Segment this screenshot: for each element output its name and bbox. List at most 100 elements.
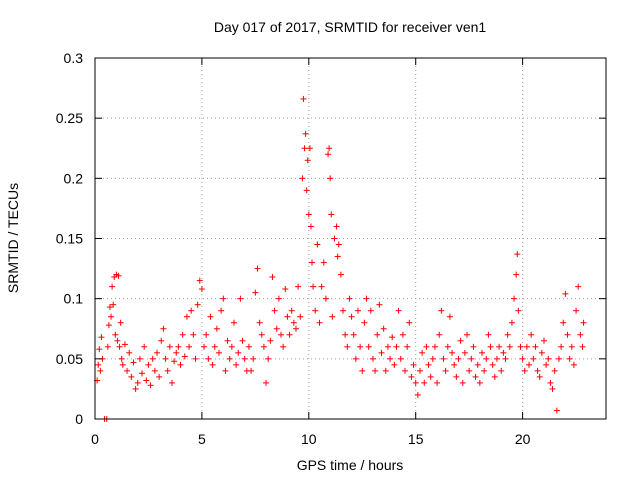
data-point xyxy=(109,283,116,290)
data-points xyxy=(94,95,587,422)
data-point xyxy=(493,355,500,362)
data-point xyxy=(136,355,143,362)
data-point xyxy=(290,319,297,326)
data-point xyxy=(149,355,156,362)
data-point xyxy=(538,349,545,356)
data-point xyxy=(130,359,137,366)
data-point xyxy=(543,361,550,368)
data-point xyxy=(121,341,128,348)
data-point xyxy=(310,283,317,290)
data-point xyxy=(134,379,141,386)
data-point xyxy=(171,358,178,365)
data-point xyxy=(442,367,449,374)
data-point xyxy=(412,379,419,386)
data-point xyxy=(256,319,263,326)
data-point xyxy=(404,343,411,350)
data-point xyxy=(344,343,351,350)
data-point xyxy=(145,361,152,368)
data-point xyxy=(399,331,406,338)
data-point xyxy=(329,313,336,320)
data-point xyxy=(389,334,396,341)
data-point xyxy=(275,295,282,302)
data-point xyxy=(419,349,426,356)
data-point xyxy=(357,343,364,350)
data-point xyxy=(209,361,216,368)
y-tick-labels: 0 0.05 0.1 0.15 0.2 0.25 0.3 xyxy=(56,50,83,427)
y-tick-label: 0.25 xyxy=(56,110,83,126)
data-point xyxy=(515,307,522,314)
data-point xyxy=(186,343,193,350)
data-point xyxy=(104,343,111,350)
data-point xyxy=(489,361,496,368)
data-point xyxy=(451,361,458,368)
data-point xyxy=(309,259,316,266)
data-point xyxy=(459,379,466,386)
data-point xyxy=(478,349,485,356)
data-point xyxy=(483,355,490,362)
data-point xyxy=(352,355,359,362)
data-point xyxy=(312,307,319,314)
data-point xyxy=(421,379,428,386)
data-point xyxy=(496,343,503,350)
data-point xyxy=(402,367,409,374)
data-point xyxy=(280,343,287,350)
data-point xyxy=(252,289,259,296)
data-point xyxy=(573,307,580,314)
data-point xyxy=(265,355,272,362)
data-point xyxy=(175,343,182,350)
data-point xyxy=(306,145,313,152)
data-point xyxy=(250,355,257,362)
data-point xyxy=(446,313,453,320)
data-point xyxy=(380,325,387,332)
data-point xyxy=(316,319,323,326)
data-point xyxy=(393,343,400,350)
data-point xyxy=(196,277,203,284)
data-point xyxy=(408,373,415,380)
data-point xyxy=(361,319,368,326)
data-point xyxy=(466,367,473,374)
data-point xyxy=(431,343,438,350)
data-point xyxy=(429,355,436,362)
data-point xyxy=(278,331,285,338)
x-tick-label: 20 xyxy=(515,431,531,447)
data-point xyxy=(440,355,447,362)
data-point xyxy=(498,367,505,374)
data-point xyxy=(307,223,314,230)
data-point xyxy=(528,331,535,338)
data-point xyxy=(325,151,332,158)
data-point xyxy=(216,349,223,356)
data-point xyxy=(570,361,577,368)
data-point xyxy=(363,295,370,302)
data-point xyxy=(359,367,366,374)
data-point xyxy=(416,367,423,374)
data-point xyxy=(288,307,295,314)
data-point xyxy=(414,391,421,398)
data-point xyxy=(139,370,146,377)
data-point xyxy=(254,265,261,272)
x-tick-labels: 0 5 10 15 20 xyxy=(91,431,531,447)
data-point xyxy=(106,304,113,311)
data-point xyxy=(267,337,274,344)
data-point xyxy=(96,346,103,353)
data-point xyxy=(562,290,569,297)
data-point xyxy=(114,337,121,344)
data-point xyxy=(239,337,246,344)
data-point xyxy=(328,211,335,218)
data-point xyxy=(128,373,135,380)
data-point xyxy=(143,377,150,384)
data-point xyxy=(455,355,462,362)
y-tick-label: 0.1 xyxy=(64,291,84,307)
y-tick-label: 0.05 xyxy=(56,351,83,367)
data-point xyxy=(511,295,518,302)
data-point xyxy=(502,355,509,362)
data-point xyxy=(271,307,278,314)
data-point xyxy=(179,331,186,338)
data-point xyxy=(124,367,131,374)
data-point xyxy=(333,223,340,230)
data-point xyxy=(183,313,190,320)
data-point xyxy=(116,343,123,350)
data-point xyxy=(260,343,267,350)
data-point xyxy=(532,343,539,350)
data-point xyxy=(342,331,349,338)
data-point xyxy=(302,130,309,137)
